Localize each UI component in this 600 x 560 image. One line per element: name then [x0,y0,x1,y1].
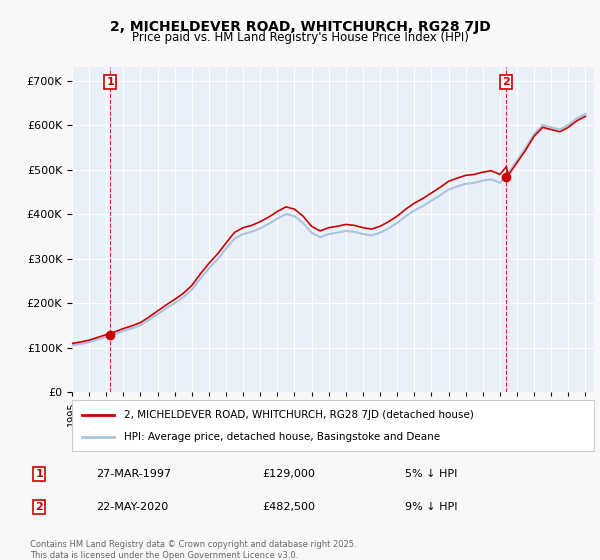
Text: Price paid vs. HM Land Registry's House Price Index (HPI): Price paid vs. HM Land Registry's House … [131,31,469,44]
Text: 2, MICHELDEVER ROAD, WHITCHURCH, RG28 7JD (detached house): 2, MICHELDEVER ROAD, WHITCHURCH, RG28 7J… [124,409,474,419]
Text: 2, MICHELDEVER ROAD, WHITCHURCH, RG28 7JD: 2, MICHELDEVER ROAD, WHITCHURCH, RG28 7J… [110,20,490,34]
Text: HPI: Average price, detached house, Basingstoke and Deane: HPI: Average price, detached house, Basi… [124,432,440,442]
Text: 22-MAY-2020: 22-MAY-2020 [96,502,169,512]
Text: £129,000: £129,000 [262,469,315,479]
Text: 1: 1 [106,77,114,87]
Text: 9% ↓ HPI: 9% ↓ HPI [406,502,458,512]
Text: 2: 2 [502,77,510,87]
Text: 1: 1 [35,469,43,479]
Text: Contains HM Land Registry data © Crown copyright and database right 2025.
This d: Contains HM Land Registry data © Crown c… [30,540,356,560]
Text: 2: 2 [35,502,43,512]
Text: 5% ↓ HPI: 5% ↓ HPI [406,469,458,479]
Text: 27-MAR-1997: 27-MAR-1997 [96,469,172,479]
Text: £482,500: £482,500 [262,502,315,512]
